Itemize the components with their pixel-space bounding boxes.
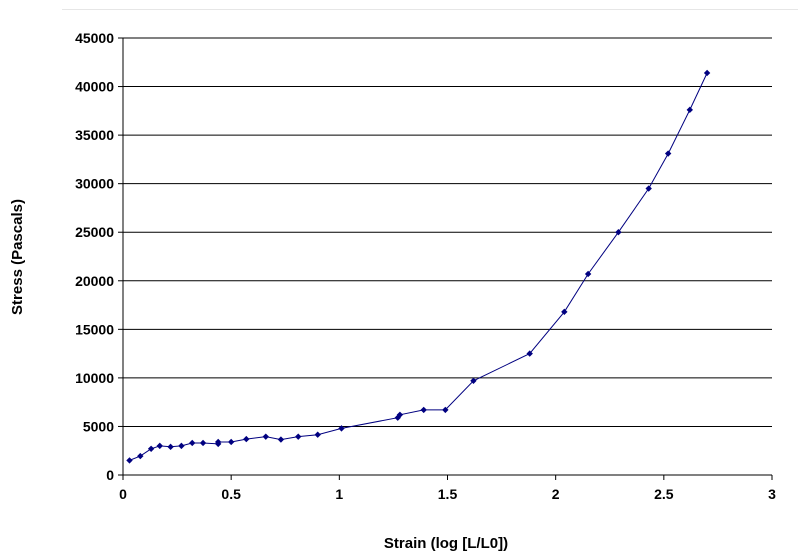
top-border-rule [62,9,798,10]
x-tick-label: 0.5 [221,486,241,502]
x-tick-label: 2 [552,486,560,502]
data-point [277,436,285,443]
data-point [420,406,427,414]
data-point [295,433,302,440]
data-point [147,445,155,452]
y-tick-label: 15000 [75,321,114,337]
data-point [645,185,652,192]
data-point [243,435,250,443]
data-point [314,431,321,438]
y-tick-label: 35000 [75,127,114,143]
y-axis-title: Stress (Pascals) [9,199,26,315]
data-point [664,150,672,157]
data-point [189,439,196,447]
data-point [227,438,235,446]
y-tick-labels: 0 5000 10000 15000 20000 25000 30000 35000 40000… [75,30,114,483]
x-tick-label: 1 [335,486,343,502]
data-point [526,350,533,357]
x-axis-title: Strain (log [L/L0]) [384,535,508,552]
y-tick-label: 5000 [83,418,114,434]
y-tick-label: 0 [106,467,114,483]
data-point [615,229,622,236]
x-tick-label: 1.5 [438,486,458,502]
data-point [262,433,269,440]
x-tick-labels: 0 0.5 1 1.5 2 2.5 3 [119,486,776,502]
y-tick-label: 45000 [75,30,114,46]
axes [118,37,773,480]
y-tick-label: 10000 [75,370,114,386]
data-series [126,69,711,464]
data-point [156,442,163,450]
data-point [442,406,449,414]
data-point [686,106,693,114]
data-point [561,308,568,316]
series-line [129,72,708,461]
data-point [470,377,477,385]
data-point [137,452,144,460]
gridlines [123,37,772,427]
data-point [584,270,592,278]
y-tick-label: 20000 [75,273,114,289]
x-tick-label: 2.5 [654,486,674,502]
data-point [178,442,185,450]
data-point [396,411,404,418]
y-tick-label: 30000 [75,176,114,192]
data-point [167,443,174,451]
y-tick-label: 40000 [75,79,114,95]
data-point [214,438,222,446]
data-point [199,439,207,447]
x-tick-label: 0 [119,486,127,502]
data-point [338,425,345,432]
x-tick-label: 3 [768,486,776,502]
y-tick-label: 25000 [75,224,114,240]
data-point [703,69,711,77]
data-point [126,457,133,464]
